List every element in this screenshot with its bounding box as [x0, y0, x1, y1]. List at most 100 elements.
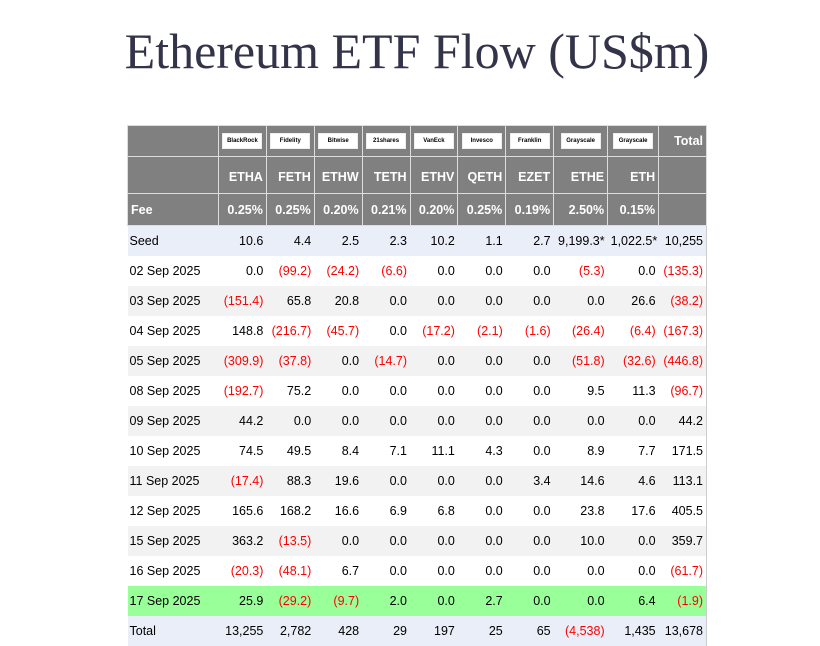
flow-value: 0.0	[505, 286, 554, 316]
flow-value: 0.0	[587, 564, 605, 578]
row-total-value: (135.3)	[663, 264, 703, 278]
table-row: 03 Sep 2025 (151.4) 65.8 20.8 0.0 0.0 0.0 0.0 0.…	[127, 286, 707, 316]
table-row: 10 Sep 2025 74.5 49.5 8.4 7.1 11.1 4.3 0.0 8.9 7.…	[128, 436, 707, 466]
row-total-value: 10,255	[658, 225, 707, 256]
table-row: 04 Sep 2025 148.8 (216.7) (45.7) 0.0 (17.2) (2…	[128, 316, 707, 346]
flow-value: 25.9	[218, 586, 267, 616]
ticker-header: FETH	[265, 156, 315, 194]
flow-value: 10.0	[553, 526, 608, 556]
flow-value: 0.0	[457, 526, 506, 556]
ticker-row: ETHA FETH ETHW TETH ETHV QETH EZET ETHE ETH	[127, 156, 707, 194]
flow-value: 0.0	[410, 346, 458, 376]
flow-value: 0.0	[410, 526, 458, 556]
flow-value: 0.0	[245, 264, 264, 278]
ticker-header: ETHW	[313, 156, 363, 194]
issuer-logo: Franklin Templeton	[509, 133, 550, 149]
ticker-header: TETH	[361, 156, 411, 194]
flow-value: (26.4)	[571, 324, 605, 338]
flow-value: (29.2)	[266, 586, 315, 616]
flow-value: 0.0	[485, 564, 503, 578]
table-row: 16 Sep 2025 (20.3) (48.1) 6.7 0.0 0.0 0.0 0.0 0.…	[128, 556, 707, 586]
ticker-header: ETHV	[409, 156, 459, 194]
flow-value: 2.7	[505, 225, 554, 256]
flow-value: (309.9)	[218, 346, 267, 376]
fee-row: Fee 0.25% 0.25% 0.20% 0.21% 0.20% 0.25% 0.19% 2.…	[127, 193, 707, 226]
flow-value: 165.6	[232, 504, 264, 518]
table-row: Total 13,255 2,782 428 29 197 25 65 (4,538) 1,435…	[127, 616, 707, 646]
flow-value: 0.0	[505, 346, 554, 376]
row-total-value: 13,678	[658, 616, 707, 646]
flow-value: 65	[505, 616, 554, 646]
flow-value: 0.0	[533, 444, 551, 458]
flow-value: 49.5	[286, 444, 312, 458]
ticker-header-blank	[658, 156, 707, 194]
flow-value: 0.0	[410, 286, 458, 316]
flow-value: 65.8	[266, 286, 315, 316]
issuer-logo-cell: Invesco	[457, 125, 507, 157]
flow-value: 2.7	[457, 586, 506, 616]
flow-value: (9.7)	[314, 586, 363, 616]
row-total-value: (96.7)	[670, 384, 703, 398]
flow-value: 88.3	[266, 466, 315, 496]
issuer-logo: Bitwise	[318, 133, 359, 149]
flow-value: 428	[314, 616, 363, 646]
flow-value: 363.2	[218, 526, 267, 556]
issuer-logo: Grayscale	[613, 133, 654, 149]
table-row: 11 Sep 2025 (17.4) 88.3 19.6 0.0 0.0 0.0 3.4 14.…	[127, 466, 707, 496]
flow-value: (5.3)	[578, 264, 605, 278]
flow-value: 0.0	[457, 406, 506, 436]
ticker-header: ETHE	[553, 156, 609, 194]
flow-value: 2.0	[362, 586, 410, 616]
flow-value: 0.0	[314, 526, 363, 556]
flow-value: 8.9	[587, 444, 605, 458]
row-label: 08 Sep 2025	[129, 384, 201, 398]
flow-value: 4.6	[607, 466, 659, 496]
issuer-logo-cell: VanEck	[409, 125, 459, 157]
flow-value: (17.2)	[422, 324, 455, 338]
flow-value: 0.0	[410, 406, 458, 436]
ticker-header: ETH	[607, 156, 660, 194]
row-label: 03 Sep 2025	[127, 286, 219, 316]
flow-value: 26.6	[607, 286, 659, 316]
fee-value: 0.15%	[607, 193, 660, 226]
flow-value: 13,255	[218, 616, 267, 646]
fee-value: 2.50%	[553, 193, 609, 226]
issuer-logo: VanEck	[413, 133, 454, 149]
flow-value: (216.7)	[271, 324, 312, 338]
row-total-value: (61.7)	[670, 564, 703, 578]
flow-value: (6.4)	[629, 324, 656, 338]
flow-value: 16.6	[334, 504, 360, 518]
fee-value: 0.20%	[313, 193, 363, 226]
flow-value: 0.0	[437, 264, 455, 278]
flow-value: 44.2	[218, 406, 267, 436]
flow-value: 14.6	[553, 466, 608, 496]
issuer-logo-cell: Grayscale	[553, 125, 609, 157]
flow-value: 0.0	[362, 286, 410, 316]
flow-value: 0.0	[410, 466, 458, 496]
flow-value: 9.5	[587, 384, 605, 398]
issuer-logo-cell: Grayscale	[607, 125, 660, 157]
flow-value: 0.0	[638, 564, 656, 578]
row-label: 12 Sep 2025	[129, 504, 201, 518]
row-label: 05 Sep 2025	[127, 346, 219, 376]
table-row: 12 Sep 2025 165.6 168.2 16.6 6.9 6.8 0.0 0.0 23.…	[128, 496, 707, 526]
corner-cell	[127, 156, 219, 194]
flow-value: 3.4	[505, 466, 554, 496]
flow-value: (1.6)	[524, 324, 551, 338]
flow-value: 1,022.5*	[607, 225, 659, 256]
flow-value: 4.4	[266, 225, 315, 256]
flow-value: 29	[362, 616, 410, 646]
corner-cell	[127, 125, 219, 157]
issuer-logo: Fidelity	[270, 133, 311, 149]
flow-value: (4,538)	[553, 616, 608, 646]
flow-value: (99.2)	[278, 264, 312, 278]
flow-value: 0.0	[389, 324, 407, 338]
flow-value: 0.0	[457, 346, 506, 376]
flow-value: 148.8	[232, 324, 264, 338]
fee-value: 0.21%	[361, 193, 411, 226]
flow-value: 0.0	[485, 264, 503, 278]
row-label: 10 Sep 2025	[129, 444, 201, 458]
flow-value: 19.6	[314, 466, 363, 496]
flow-value: 2.5	[314, 225, 363, 256]
row-label: 02 Sep 2025	[129, 264, 201, 278]
